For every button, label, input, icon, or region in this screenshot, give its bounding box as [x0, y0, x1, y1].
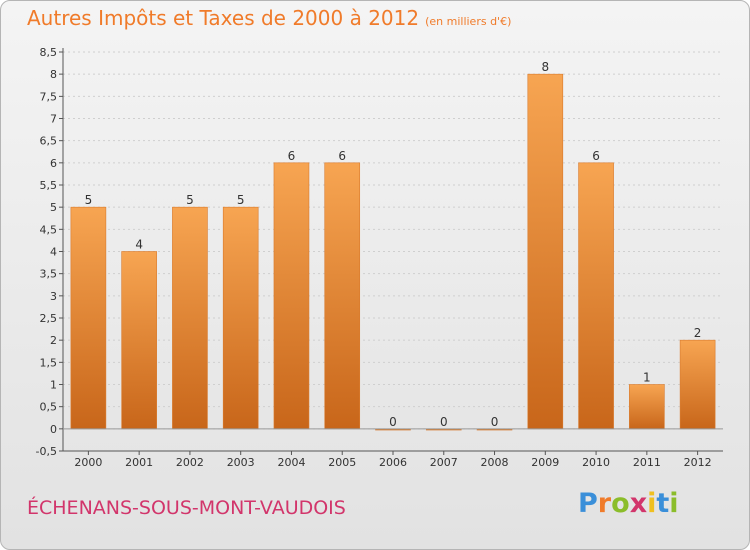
x-tick-label: 2000	[74, 456, 102, 469]
bar-value-label: 5	[186, 193, 194, 207]
logo-letter: P	[578, 488, 598, 519]
bar	[578, 162, 614, 430]
x-tick-label: 2004	[277, 456, 305, 469]
y-tick-label: 5,5	[40, 179, 58, 192]
bar	[172, 206, 208, 430]
x-tick-label: 2009	[531, 456, 559, 469]
bar	[273, 162, 310, 430]
x-tick-label: 2002	[176, 456, 204, 469]
bar-value-label: 8	[541, 60, 549, 74]
bar	[324, 162, 361, 430]
y-tick-label: 8	[50, 68, 57, 81]
y-tick-label: -0,5	[36, 445, 57, 458]
y-tick-label: 4,5	[40, 223, 58, 236]
logo-letter: t	[656, 488, 670, 519]
bar-value-label: 6	[592, 149, 600, 163]
chart-title: Autres Impôts et Taxes de 2000 à 2012 (en…	[27, 6, 511, 30]
proxiti-logo[interactable]: Proxiti	[578, 488, 679, 519]
commune-name: ÉCHENANS-SOUS-MONT-VAUDOIS	[27, 497, 346, 519]
x-tick-label: 2011	[633, 456, 661, 469]
y-tick-label: 2	[50, 334, 57, 347]
bar-value-label: 5	[237, 193, 245, 207]
x-tick-label: 2006	[379, 456, 407, 469]
bar	[121, 251, 157, 430]
bar-value-label: 5	[85, 193, 93, 207]
y-tick-label: 1	[50, 379, 57, 392]
x-tick-label: 2005	[328, 456, 356, 469]
logo-letter: x	[629, 488, 648, 519]
chart-title-main: Autres Impôts et Taxes de 2000 à 2012	[27, 6, 420, 30]
bar	[679, 339, 716, 430]
y-tick-label: 6	[50, 157, 57, 170]
bar-value-label: 0	[491, 415, 499, 429]
bar-value-label: 6	[288, 149, 296, 163]
x-tick-label: 2003	[227, 456, 255, 469]
bar	[629, 384, 665, 430]
y-tick-label: 3,5	[40, 268, 58, 281]
x-tick-label: 2007	[430, 456, 458, 469]
y-tick-label: 3	[50, 290, 57, 303]
y-tick-label: 5	[50, 201, 57, 214]
x-tick-label: 2008	[481, 456, 509, 469]
bar-value-label: 4	[135, 238, 143, 252]
y-tick-label: 8,5	[40, 46, 58, 59]
x-tick-label: 2012	[684, 456, 712, 469]
bar-value-label: 1	[643, 371, 651, 385]
x-tick-label: 2010	[582, 456, 610, 469]
y-tick-label: 7,5	[40, 90, 58, 103]
bar-value-label: 2	[694, 326, 702, 340]
logo-letter: i	[647, 488, 657, 519]
bar	[527, 73, 564, 430]
y-tick-label: 2,5	[40, 312, 58, 325]
y-tick-label: 0	[50, 423, 57, 436]
bar-value-label: 0	[440, 415, 448, 429]
y-tick-label: 0,5	[40, 401, 58, 414]
y-tick-label: 6,5	[40, 135, 58, 148]
bar	[222, 206, 259, 430]
logo-letter: o	[611, 488, 630, 519]
logo-letter: i	[669, 488, 679, 519]
bar-value-label: 0	[389, 415, 397, 429]
bar-value-label: 6	[338, 149, 346, 163]
x-tick-label: 2001	[125, 456, 153, 469]
logo-letter: r	[597, 488, 612, 519]
chart-title-unit: (en milliers d'€)	[425, 15, 512, 28]
bar	[70, 206, 107, 430]
y-tick-label: 1,5	[40, 356, 58, 369]
y-tick-label: 4	[50, 246, 57, 259]
y-tick-label: 7	[50, 113, 57, 126]
